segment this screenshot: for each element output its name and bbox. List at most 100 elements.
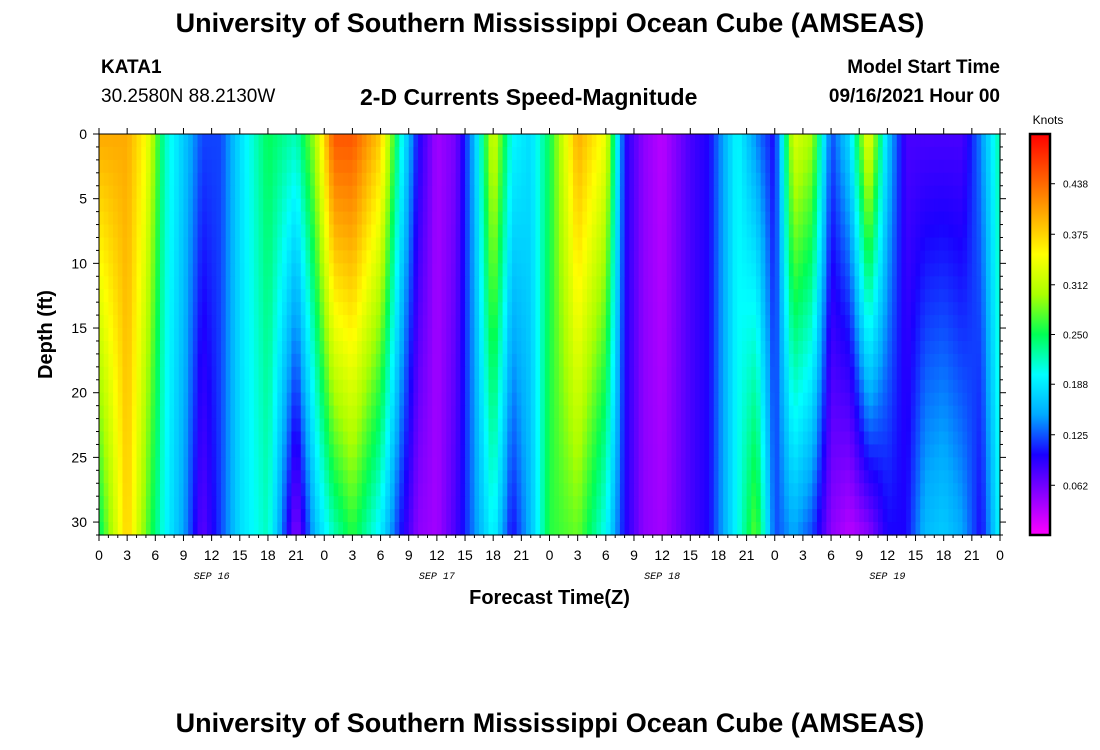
heatmap-cell [676, 237, 682, 252]
heatmap-cell [460, 224, 466, 239]
heatmap-cell [394, 444, 400, 458]
heatmap-cell [192, 276, 199, 290]
heatmap-cell [831, 366, 837, 381]
heatmap-cell [953, 353, 959, 368]
heatmap-cell [263, 457, 269, 471]
heatmap-cell [563, 353, 569, 368]
heatmap-cell [235, 302, 241, 316]
heatmap-cell [150, 211, 156, 226]
heatmap-cell [183, 444, 189, 458]
heatmap-cell [108, 353, 114, 368]
heatmap-cell [328, 263, 335, 277]
heatmap-cell [253, 353, 260, 368]
heatmap-cell [314, 353, 321, 368]
heatmap-cell [324, 457, 330, 471]
heatmap-cell [493, 302, 499, 316]
heatmap-cell [352, 289, 358, 303]
heatmap-cell [558, 276, 565, 290]
heatmap-cell [460, 211, 466, 226]
heatmap-cell [277, 185, 283, 200]
heatmap-cell [389, 134, 396, 148]
heatmap-cell [887, 328, 893, 342]
heatmap-cell [108, 159, 114, 174]
heatmap-cell [831, 263, 837, 277]
heatmap-cell [347, 289, 353, 303]
heatmap-cell [699, 224, 705, 239]
heatmap-cell [272, 185, 278, 200]
heatmap-cell [99, 263, 105, 277]
heatmap-cell [615, 224, 621, 239]
heatmap-cell [131, 159, 138, 174]
heatmap-cell [136, 392, 142, 407]
heatmap-cell [535, 250, 541, 264]
heatmap-cell [690, 224, 696, 239]
heatmap-cell [746, 302, 752, 316]
heatmap-cell [122, 340, 128, 355]
heatmap-cell [765, 315, 771, 329]
heatmap-cell [985, 379, 992, 394]
heatmap-cell [924, 276, 931, 290]
heatmap-cell [263, 289, 269, 303]
heatmap-cell [521, 198, 527, 213]
heatmap-cell [962, 353, 968, 368]
heatmap-cell [108, 185, 114, 200]
heatmap-cell [343, 237, 349, 252]
heatmap-cell [906, 250, 912, 264]
heatmap-cell [666, 405, 673, 420]
heatmap-cell [183, 289, 189, 303]
heatmap-cell [136, 159, 142, 174]
heatmap-cell [296, 353, 302, 368]
heatmap-cell [305, 263, 311, 277]
heatmap-cell [633, 211, 640, 226]
heatmap-cell [380, 159, 386, 174]
heatmap-cell [511, 237, 518, 252]
heatmap-cell [995, 366, 1001, 381]
heatmap-cell [160, 263, 166, 277]
heatmap-cell [211, 224, 217, 239]
heatmap-cell [694, 418, 701, 433]
heatmap-cell [957, 392, 964, 407]
heatmap-cell [821, 353, 827, 368]
heatmap-cell [802, 366, 809, 381]
heatmap-cell [535, 276, 541, 290]
heatmap-cell [432, 263, 438, 277]
heatmap-cell [479, 289, 485, 303]
heatmap-cell [164, 237, 170, 252]
heatmap-cell [183, 457, 189, 471]
heatmap-cell [713, 289, 720, 303]
heatmap-cell [488, 405, 494, 420]
heatmap-cell [544, 405, 551, 420]
heatmap-cell [493, 444, 499, 458]
heatmap-cell [99, 315, 105, 329]
heatmap-cell [244, 444, 250, 458]
heatmap-cell [436, 340, 443, 355]
heatmap-cell [934, 211, 940, 226]
heatmap-cell [192, 250, 199, 264]
heatmap-cell [221, 431, 227, 446]
heatmap-cell [479, 392, 485, 407]
heatmap-cell [741, 379, 748, 394]
heatmap-cell [324, 172, 330, 187]
heatmap-cell [882, 315, 888, 329]
heatmap-cell [591, 444, 598, 458]
heatmap-cell [169, 263, 175, 277]
heatmap-cell [737, 405, 743, 420]
heatmap-cell [310, 366, 316, 381]
heatmap-cell [239, 250, 246, 264]
heatmap-cell [568, 418, 574, 433]
heatmap-cell [385, 418, 391, 433]
heatmap-cell [873, 444, 879, 458]
heatmap-cell [310, 328, 316, 342]
heatmap-cell [202, 315, 208, 329]
heatmap-cell [596, 340, 602, 355]
heatmap-cell [277, 457, 283, 471]
heatmap-cell [371, 185, 377, 200]
heatmap-cell [901, 457, 907, 471]
heatmap-cell [807, 328, 813, 342]
heatmap-cell [666, 263, 673, 277]
heatmap-cell [948, 198, 954, 213]
heatmap-cell [709, 340, 715, 355]
heatmap-cell [643, 276, 649, 290]
heatmap-cell [310, 224, 316, 239]
heatmap-cell [141, 418, 147, 433]
